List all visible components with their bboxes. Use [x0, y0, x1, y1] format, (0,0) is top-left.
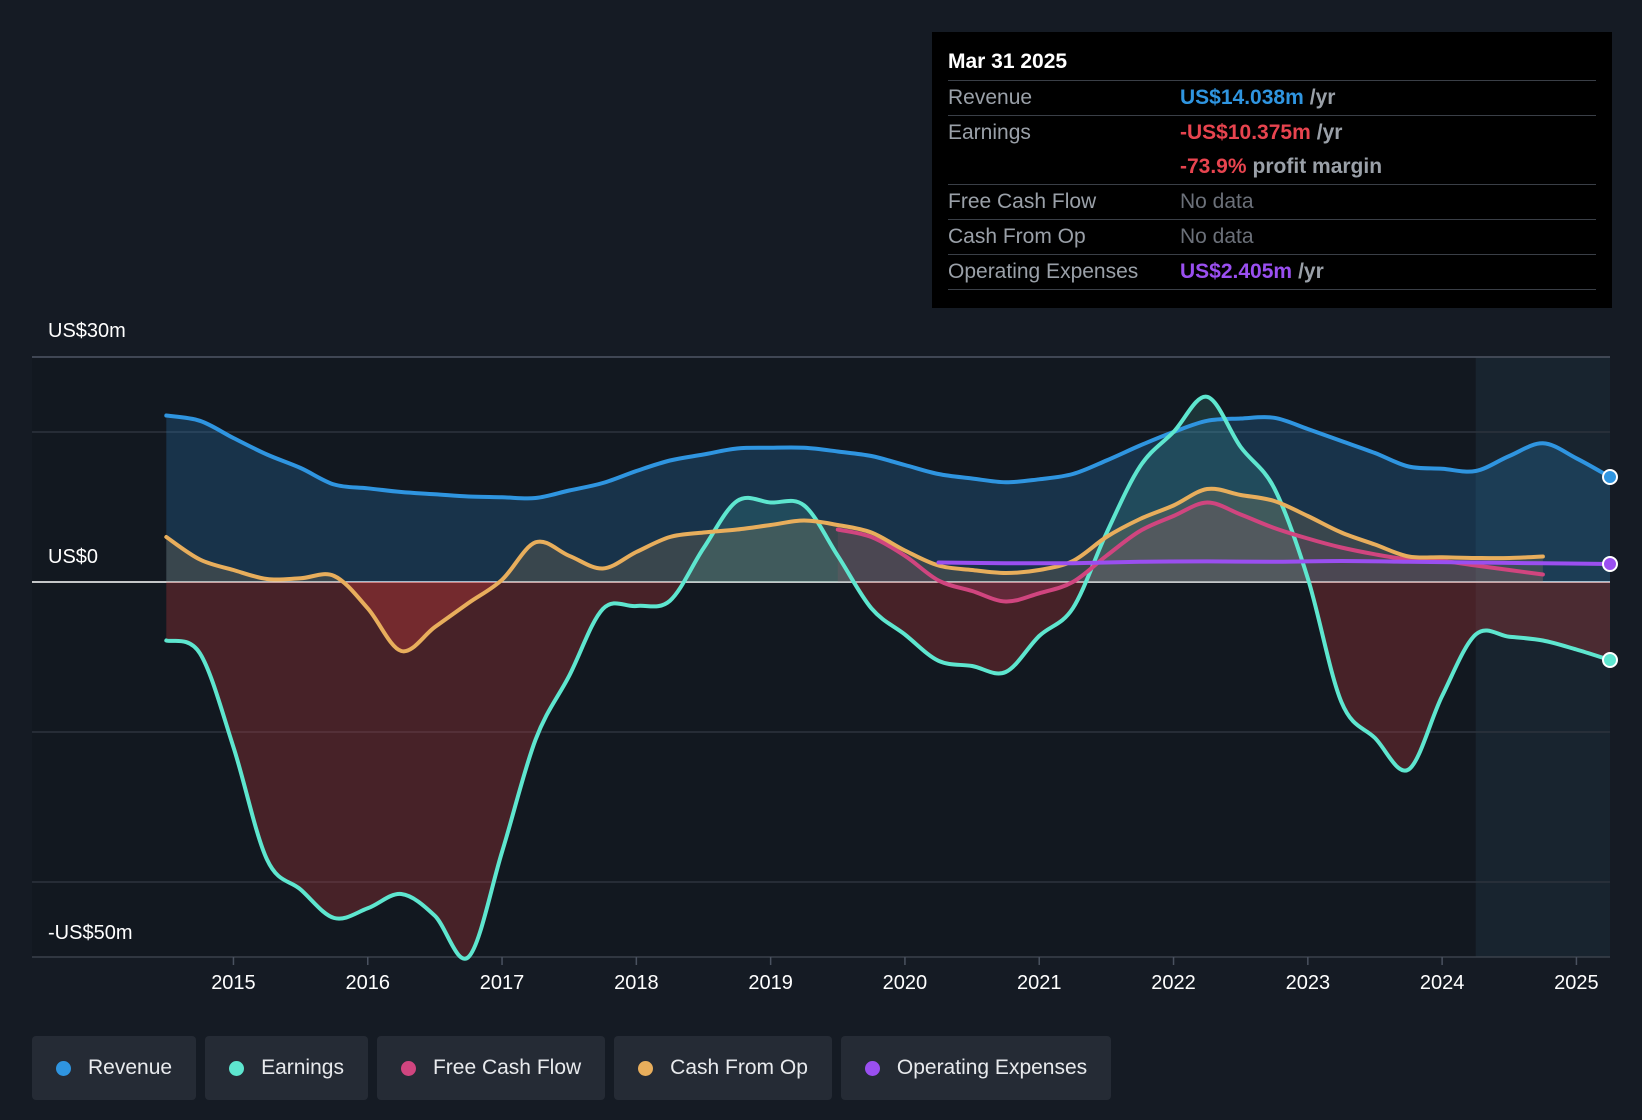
series-endpoints	[1602, 469, 1618, 668]
tooltip-row-cfo: Cash From Op No data	[948, 219, 1596, 254]
tooltip-value: US$2.405m	[1180, 260, 1293, 283]
y-label-zero: US$0	[48, 546, 99, 568]
x-tick-label: 2018	[614, 972, 659, 994]
tooltip-value: No data	[1180, 225, 1254, 248]
tooltip-row-margin: -73.9% profit margin	[948, 150, 1596, 184]
legend-label: Earnings	[261, 1056, 344, 1079]
tooltip-label: Cash From Op	[948, 225, 1086, 248]
tooltip-row-earnings: Earnings -US$10.375m /yr	[948, 115, 1596, 150]
tooltip-value: -US$10.375m	[1180, 121, 1311, 144]
earnings-line	[164, 394, 1612, 961]
x-axis-ticks: 2015 2016 2017 2018 2019 2020 2021 2022 2023 2024…	[211, 957, 1599, 994]
legend-label: Free Cash Flow	[432, 1056, 582, 1079]
legend-dot-icon	[638, 1060, 654, 1076]
legend-dot-icon	[400, 1060, 416, 1076]
legend-label: Operating Expenses	[896, 1056, 1088, 1079]
legend-item-revenue[interactable]: Revenue	[32, 1036, 197, 1100]
legend-item-earnings[interactable]: Earnings	[205, 1036, 368, 1100]
tooltip-value: No data	[1180, 190, 1254, 213]
x-tick-label: 2024	[1420, 972, 1465, 994]
x-tick-label: 2021	[1017, 972, 1062, 994]
y-label-bottom: -US$50m	[48, 922, 133, 944]
legend-label: Revenue	[88, 1056, 173, 1079]
tooltip-panel: Mar 31 2025 Revenue US$14.038m /yr Earni…	[932, 32, 1612, 308]
x-tick-label: 2017	[480, 972, 525, 994]
earnings-endpoint	[1602, 652, 1618, 668]
x-tick-label: 2020	[883, 972, 928, 994]
tooltip-row-opex: Operating Expenses US$2.405m /yr	[948, 254, 1596, 290]
revenue-line	[164, 413, 1612, 501]
tooltip-row-revenue: Revenue US$14.038m /yr	[948, 80, 1596, 115]
operating-expenses-line	[936, 559, 1612, 566]
forecast-region	[1475, 357, 1610, 957]
x-tick-label: 2025	[1554, 972, 1599, 994]
revenue-endpoint	[1602, 469, 1618, 485]
earnings-area-negative	[166, 582, 1610, 957]
tooltip-label: Free Cash Flow	[948, 190, 1097, 213]
tooltip-unit: /yr	[1316, 121, 1343, 144]
y-label-top: US$30m	[48, 320, 126, 342]
free-cash-flow-area-negative	[837, 582, 1543, 602]
tooltip-label: Earnings	[948, 121, 1031, 144]
operating-expenses-endpoint	[1602, 556, 1618, 572]
legend-dot-icon	[229, 1060, 245, 1076]
tooltip-value: -73.9%	[1180, 155, 1247, 178]
legend-item-operating-expenses[interactable]: Operating Expenses	[840, 1036, 1112, 1100]
series-lines	[164, 394, 1612, 961]
x-tick-label: 2016	[345, 972, 390, 994]
cash-from-op-line	[164, 486, 1545, 654]
earnings-area-positive	[166, 396, 1610, 582]
tooltip-row-fcf: Free Cash Flow No data	[948, 184, 1596, 219]
legend: Revenue Earnings Free Cash Flow Cash Fro…	[32, 1036, 1120, 1100]
legend-dot-icon	[864, 1060, 880, 1076]
tooltip-label: Revenue	[948, 86, 1033, 109]
x-tick-label: 2019	[748, 972, 793, 994]
tooltip-unit: /yr	[1298, 260, 1324, 283]
tooltip-value: US$14.038m	[1180, 86, 1304, 109]
cash-from-op-area-negative	[166, 582, 1543, 652]
tooltip-unit: /yr	[1309, 86, 1336, 109]
legend-item-cash-from-op[interactable]: Cash From Op	[614, 1036, 832, 1100]
legend-item-free-cash-flow[interactable]: Free Cash Flow	[376, 1036, 606, 1100]
cash-from-op-area-positive	[166, 488, 1543, 582]
tooltip-label: Operating Expenses	[948, 260, 1139, 283]
x-tick-label: 2015	[211, 972, 256, 994]
grid-lines	[32, 356, 1610, 958]
x-tick-label: 2023	[1286, 972, 1331, 994]
legend-label: Cash From Op	[670, 1056, 808, 1079]
x-tick-label: 2022	[1151, 972, 1196, 994]
tooltip-date: Mar 31 2025	[948, 50, 1068, 73]
legend-dot-icon	[56, 1060, 71, 1076]
tooltip-unit: profit margin	[1252, 155, 1383, 178]
